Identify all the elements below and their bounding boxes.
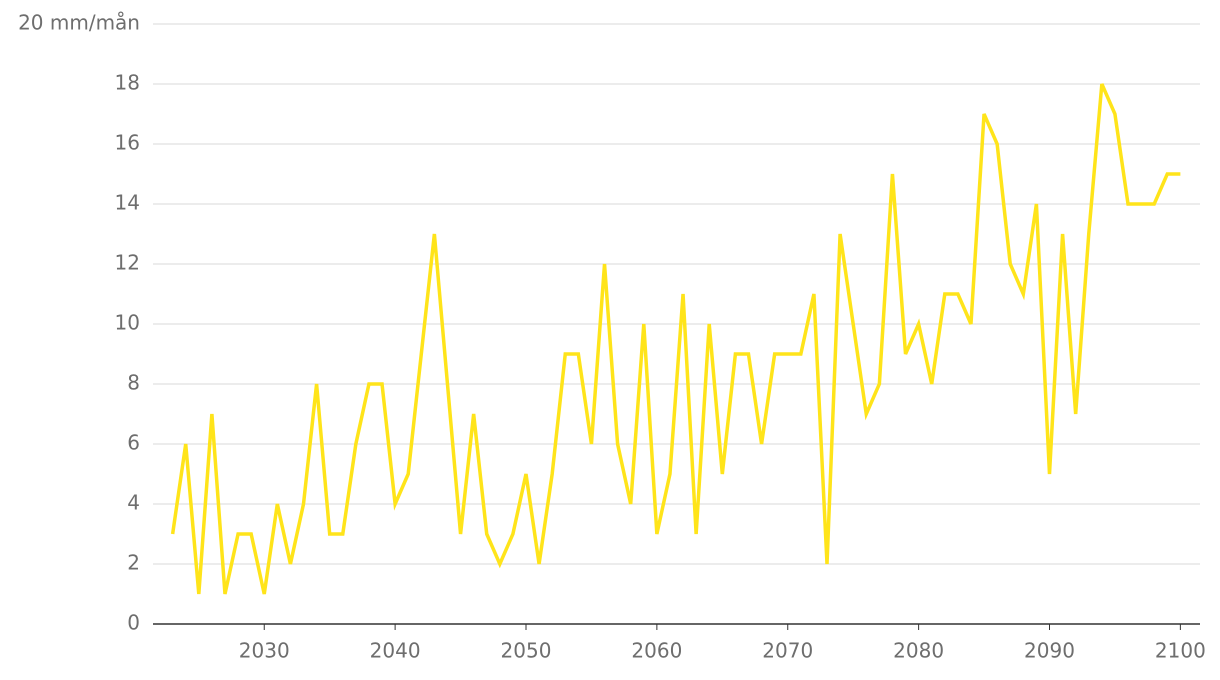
y-tick-label: 12 <box>115 251 140 275</box>
y-tick-label: 6 <box>127 431 140 455</box>
y-tick-label: 4 <box>127 491 140 515</box>
x-tick-label: 2100 <box>1155 639 1206 663</box>
x-tick-label: 2050 <box>501 639 552 663</box>
data-line <box>170 83 1181 595</box>
y-tick-label: 8 <box>127 371 140 395</box>
x-tick-label: 2040 <box>370 639 421 663</box>
x-tick-label: 2090 <box>1024 639 1075 663</box>
y-tick-label: 14 <box>115 191 140 215</box>
y-tick-label: 18 <box>115 71 140 95</box>
x-tick-label: 2080 <box>893 639 944 663</box>
x-tick-label: 2030 <box>239 639 290 663</box>
y-tick-label: 20 mm/mån <box>18 11 140 35</box>
y-tick-label: 2 <box>127 551 140 575</box>
y-tick-label: 0 <box>127 611 140 635</box>
x-tick-label: 2070 <box>762 639 813 663</box>
y-tick-label: 10 <box>115 311 140 335</box>
x-tick-label: 2060 <box>631 639 682 663</box>
y-tick-label: 16 <box>115 131 140 155</box>
